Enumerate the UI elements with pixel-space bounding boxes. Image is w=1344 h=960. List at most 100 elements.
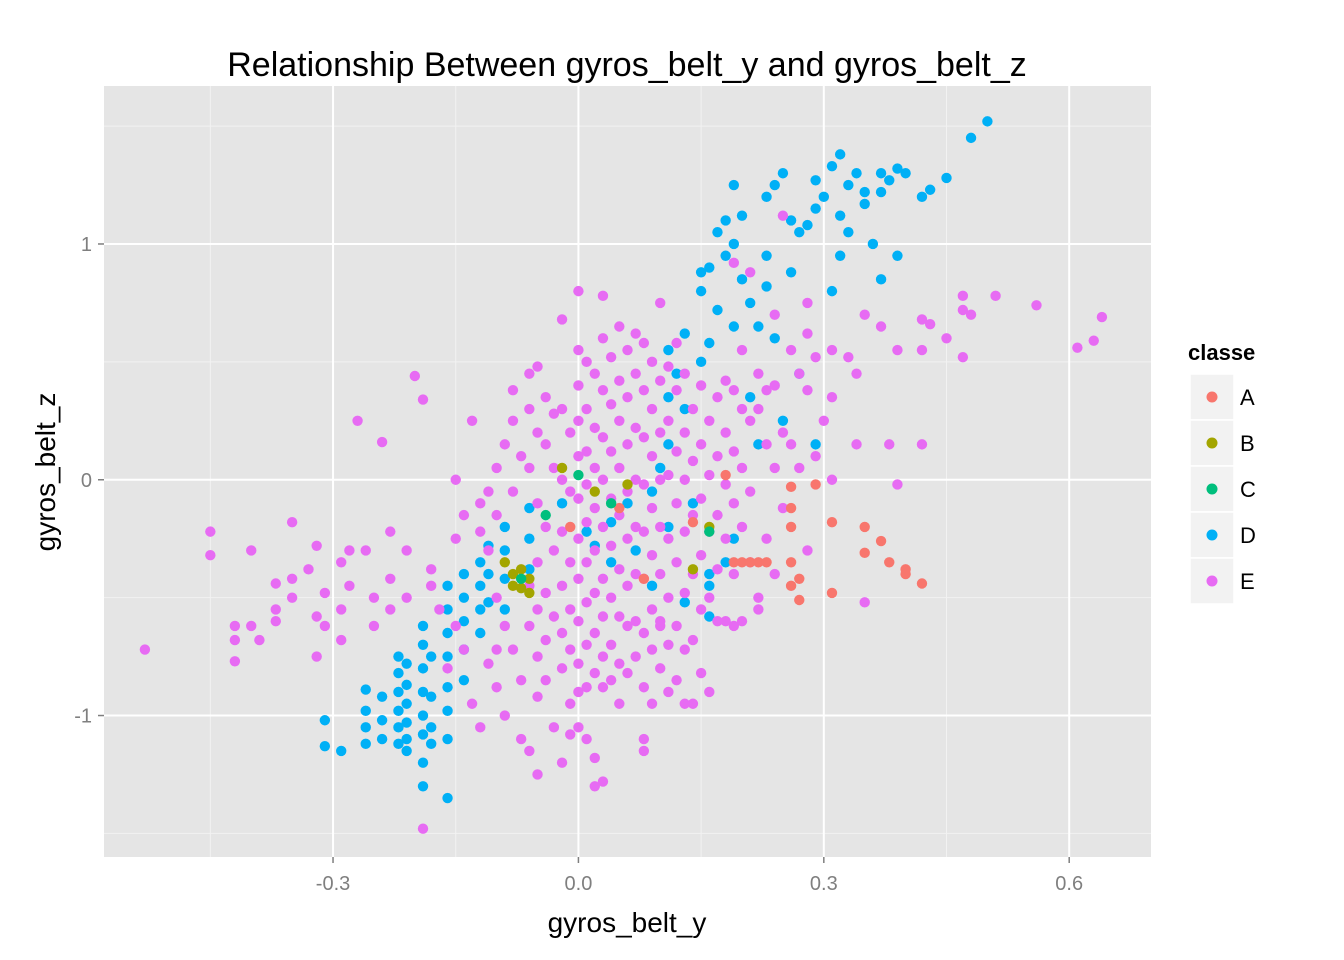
data-point [859, 521, 870, 533]
data-point [761, 384, 772, 396]
data-point [769, 179, 780, 191]
data-point [475, 627, 486, 639]
data-point [794, 226, 805, 238]
data-point [916, 344, 928, 356]
data-point [573, 344, 584, 356]
data-point [769, 568, 780, 580]
data-point [597, 573, 609, 584]
data-point [491, 462, 502, 474]
plot-panel [104, 86, 1151, 857]
data-point [614, 658, 625, 669]
legend-swatch-A [1206, 391, 1218, 403]
data-point [744, 486, 756, 497]
data-point [720, 250, 731, 261]
data-point [663, 344, 674, 356]
data-point [646, 644, 658, 655]
data-point [393, 722, 404, 733]
data-point [777, 415, 789, 427]
data-point [205, 526, 216, 537]
data-point [417, 823, 429, 834]
data-point [425, 691, 437, 702]
data-point [532, 361, 543, 372]
data-point [728, 446, 740, 457]
data-point [425, 722, 437, 733]
data-point [475, 557, 486, 568]
data-point [417, 394, 429, 405]
x-tick-label: 0.0 [565, 873, 593, 895]
data-point [622, 667, 633, 679]
data-point [581, 516, 592, 528]
data-point [655, 427, 666, 438]
data-point [393, 686, 404, 698]
data-point [311, 651, 322, 662]
data-point [548, 408, 560, 419]
data-point [892, 250, 903, 261]
data-point [434, 604, 445, 615]
data-point [646, 486, 658, 497]
data-point [458, 616, 470, 627]
data-point [524, 462, 535, 474]
data-point [581, 597, 592, 608]
data-point [246, 545, 257, 556]
data-point [761, 281, 772, 292]
data-point [728, 620, 740, 632]
data-point [655, 474, 666, 485]
data-point [270, 578, 281, 589]
data-point [565, 604, 576, 615]
data-point [344, 580, 355, 592]
x-tick-label: 0.3 [810, 873, 838, 895]
legend-label-C: C [1240, 477, 1256, 502]
data-point [687, 698, 699, 709]
data-point [695, 493, 707, 504]
data-point [475, 498, 486, 509]
data-point [671, 337, 682, 349]
data-point [916, 578, 928, 589]
data-point [794, 368, 805, 379]
data-point [401, 658, 412, 669]
data-point [581, 733, 592, 745]
data-point [499, 573, 511, 584]
data-point [336, 557, 347, 568]
data-point [884, 175, 895, 186]
data-point [524, 573, 535, 584]
data-point [229, 620, 241, 632]
data-point [794, 573, 805, 584]
legend-label-E: E [1240, 569, 1255, 594]
data-point [548, 545, 560, 556]
data-point [843, 351, 854, 363]
data-point [638, 627, 650, 639]
data-point [597, 682, 609, 693]
data-point [540, 634, 551, 646]
data-point [483, 658, 494, 669]
data-point [646, 698, 658, 709]
data-point [589, 587, 600, 599]
data-point [548, 462, 560, 474]
data-point [638, 745, 650, 757]
data-point [941, 333, 952, 344]
data-point [556, 474, 568, 485]
data-point [360, 684, 371, 695]
data-point [704, 469, 715, 481]
data-point [401, 733, 412, 745]
legend-label-D: D [1240, 523, 1256, 548]
data-point [524, 587, 535, 599]
data-point [229, 656, 241, 667]
data-point [565, 427, 576, 438]
data-point [704, 568, 715, 580]
data-point [622, 439, 633, 450]
data-point [785, 481, 797, 493]
data-point [646, 356, 658, 368]
data-point [286, 573, 298, 584]
data-point [704, 580, 715, 592]
data-point [638, 526, 650, 537]
data-point [336, 604, 347, 615]
data-point [417, 781, 429, 792]
data-point [646, 550, 658, 561]
data-point [597, 474, 609, 485]
data-point [556, 526, 568, 537]
data-point [646, 604, 658, 615]
data-point [458, 644, 470, 655]
data-point [777, 210, 789, 221]
data-point [589, 368, 600, 379]
data-point [548, 722, 560, 733]
